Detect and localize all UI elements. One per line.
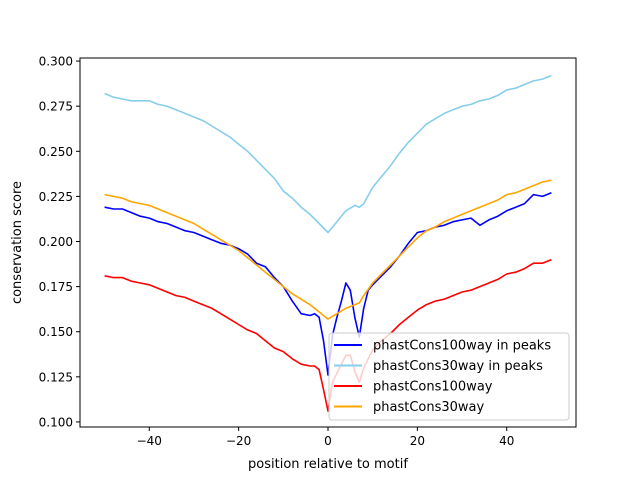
y-tick-label: 0.275 [39,100,73,114]
x-axis: −40 −20 0 20 40 [137,427,514,448]
y-tick-label: 0.150 [39,325,73,339]
x-tick-label: −20 [226,434,251,448]
series-line-1 [104,74,552,234]
series-line-3 [104,179,552,320]
x-tick-label: 20 [410,434,425,448]
legend: phastCons100way in peaks phastCons30way i… [328,332,570,421]
y-tick-label: 0.225 [39,190,73,204]
y-tick-label: 0.125 [39,370,73,384]
y-axis-label: conservation score [10,181,25,304]
x-axis-label: position relative to motif [248,457,408,472]
y-tick-label: 0.100 [39,415,73,429]
legend-label: phastCons30way [373,400,485,415]
y-tick-label: 0.200 [39,235,73,249]
x-tick-label: −40 [137,434,162,448]
legend-label: phastCons30way in peaks [373,359,543,374]
y-tick-label: 0.250 [39,145,73,159]
y-tick-label: 0.300 [39,55,73,69]
series-line-0 [104,192,552,376]
legend-label: phastCons100way in peaks [373,339,551,354]
legend-label: phastCons100way [373,380,493,395]
legend-box [328,332,570,421]
y-tick-label: 0.175 [39,280,73,294]
x-tick-label: 40 [499,434,514,448]
x-tick-label: 0 [324,434,332,448]
y-axis: 0.100 0.125 0.150 0.175 0.200 0.225 0.250 0.275… [39,55,80,429]
